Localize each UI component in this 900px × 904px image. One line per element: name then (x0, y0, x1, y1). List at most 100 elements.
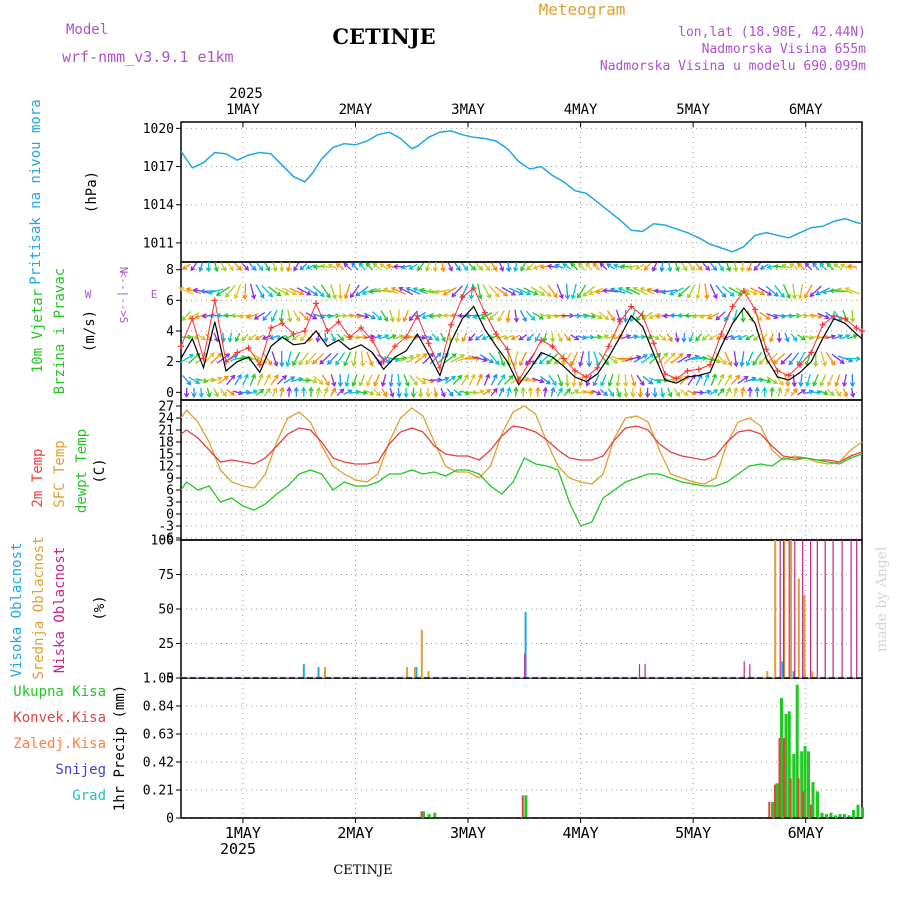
y-tick-label: 75 (158, 568, 174, 583)
y-tick-label: 100 (151, 534, 174, 549)
pressure-unit: (hPa) (84, 171, 100, 213)
konv-bar (798, 778, 800, 818)
day-label-top: 2MAY (339, 102, 373, 118)
compass-arrow: <--|--> (117, 271, 130, 318)
cloud-high-bar (781, 661, 783, 678)
y-tick-label: 50 (158, 603, 174, 618)
gust-mark (606, 343, 612, 349)
rain-bar (821, 813, 824, 818)
cloud-low-bar (842, 540, 843, 678)
day-label-top: 4MAY (564, 102, 598, 118)
wind-arrow (589, 351, 590, 366)
y-tick-label: 1020 (143, 122, 174, 137)
y-tick-label: 0 (166, 812, 174, 827)
cloud-low-bar (789, 540, 790, 678)
cloud-mid-bar (790, 540, 792, 678)
watermark: made by Angel (874, 546, 890, 652)
temp-unit: (C) (92, 458, 108, 483)
cloud-high-bar (318, 667, 320, 678)
cloud-high-title: Visoka Oblacnost (9, 543, 25, 678)
y-tick-label: 0.21 (143, 784, 174, 799)
station-title: CETINJE (332, 24, 435, 49)
konv-bar (774, 785, 776, 818)
gust-mark (685, 368, 691, 374)
cloud-low-bar (825, 540, 826, 678)
wind-arrow (845, 358, 860, 359)
panel-frame (181, 678, 862, 818)
cloud-low-bar (810, 540, 811, 678)
gust-mark (651, 340, 657, 346)
cloud-mid-bar (766, 671, 768, 678)
day-label-bottom: 3MAY (450, 824, 486, 842)
konv-bar (790, 778, 792, 818)
cloud-low-bar (802, 540, 803, 678)
y-tick-label: 0.42 (143, 756, 174, 771)
cloud-mid-bar (428, 671, 430, 678)
gust-mark (859, 328, 865, 334)
precip-legend-item: Grad (72, 788, 106, 804)
year-bottom: 2025 (220, 840, 256, 858)
gust-mark (178, 343, 184, 349)
gust-mark (302, 328, 308, 334)
pressure-line (181, 131, 862, 252)
rain-bar (771, 802, 774, 818)
cloud-mid-bar (406, 667, 408, 678)
rain-bar (792, 754, 795, 818)
cloud-low-bar (783, 540, 784, 678)
konv-bar (783, 738, 785, 818)
y-tick-label: 1011 (143, 236, 174, 251)
y-tick-label: 1017 (143, 160, 174, 175)
temp2m-axis-title: 2m Temp (30, 448, 46, 507)
cloud-mid-bar (811, 671, 813, 678)
cloud-low-bar (524, 653, 525, 678)
rain-bar (807, 751, 810, 818)
rain-bar (524, 795, 527, 818)
y-tick-label: 4 (166, 325, 174, 340)
gust-mark (696, 366, 702, 372)
compass-w: W (85, 288, 92, 301)
y-tick-label: 25 (158, 637, 174, 652)
cloud-mid-bar (804, 595, 806, 678)
cloud-low-bar (744, 661, 745, 678)
precip-legend-item: Zaledj.Kisa (13, 736, 106, 752)
y-tick-label: 27 (158, 400, 174, 415)
model-value: wrf-nmm_v3.9.1 e1km (62, 48, 234, 66)
day-label-bottom: 2MAY (337, 824, 373, 842)
day-label-top: 5MAY (676, 102, 710, 118)
wind-arrow (832, 354, 844, 363)
y-tick-label: 1014 (143, 198, 174, 213)
precip-legend-item: Konvek.Kisa (13, 710, 106, 726)
konv-bar (779, 738, 781, 818)
sfc-axis-title: SFC Temp (52, 440, 68, 507)
panel-frame (181, 400, 862, 540)
konv-bar (802, 791, 804, 818)
cloud-mid-bar (414, 667, 416, 678)
day-label-top: 6MAY (789, 102, 823, 118)
wind-axis-subtitle: Brzina i Pravac (52, 268, 68, 394)
cloud-low-bar (639, 664, 640, 678)
konv-bar (421, 811, 423, 818)
gust-mark (268, 325, 274, 331)
dewpt-axis-title: dewpt Temp (74, 429, 90, 513)
elevation-text: Nadmorska Visina 655m (702, 42, 867, 57)
pressure-axis-title: Pritisak na nivou mora (28, 99, 44, 284)
day-label-top: 3MAY (451, 102, 485, 118)
rain-bar (433, 813, 436, 818)
day-label-bottom: 6MAY (788, 824, 824, 842)
cloud-low-bar (749, 664, 750, 678)
cloud-mid-bar (421, 630, 423, 678)
compass-e: E (151, 288, 158, 301)
y-tick-label: 0.84 (143, 700, 174, 715)
footer-station: CETINJE (333, 863, 392, 878)
precip-unit: 1hr Precip (mm) (112, 685, 128, 811)
cloud-low-bar (833, 540, 834, 678)
cloud-low-bar (780, 540, 781, 678)
wind-axis-title: 10m Vjetar (30, 289, 46, 373)
rain-bar (857, 805, 860, 818)
coords-text: lon,lat (18.98E, 42.44N) (678, 25, 866, 40)
day-label-bottom: 1MAY (225, 824, 261, 842)
cloud-low-title: Niska Oblacnost (52, 547, 68, 673)
cloud-mid-bar (798, 579, 800, 678)
